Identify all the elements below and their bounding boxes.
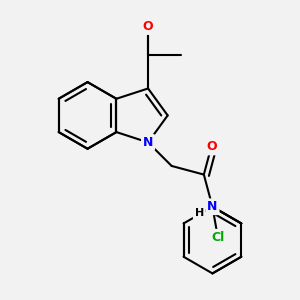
Text: N: N: [207, 200, 218, 213]
Text: O: O: [206, 140, 217, 154]
Text: Cl: Cl: [211, 231, 224, 244]
Text: N: N: [143, 136, 153, 149]
Text: H: H: [194, 208, 204, 218]
Text: O: O: [143, 20, 153, 33]
